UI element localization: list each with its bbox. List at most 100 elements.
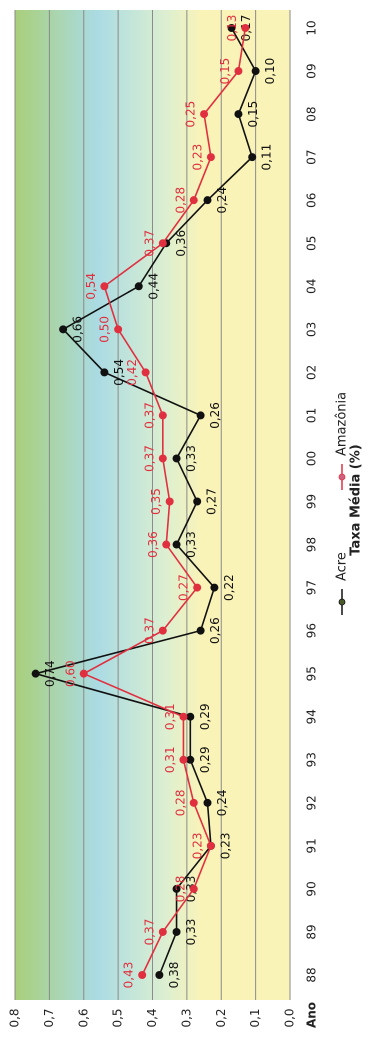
data-label: 0,36 [174,230,188,257]
data-label: 0,10 [263,58,277,85]
x-tick-label: 03 [305,322,319,337]
x-tick-label: 01 [305,408,319,423]
legend-marker [338,473,346,481]
data-label: 0,36 [146,531,160,558]
data-label: 0,28 [173,187,187,214]
data-label: 0,37 [142,919,156,946]
data-point [179,712,188,721]
data-point [165,497,174,506]
data-label: 0,28 [173,876,187,903]
data-label: 0,25 [184,101,198,128]
data-point [79,669,88,678]
rotated-plot: Ano Taxa Média (%) 0,0 0,1 0,2 0,3 0,4 0,5 0,6… [8,10,364,1028]
data-point [158,927,167,936]
x-tick-label: 90 [305,881,319,896]
data-label: 0,15 [218,58,232,85]
legend-marker [338,598,346,606]
x-tick-label: 06 [305,193,319,208]
data-point [206,841,215,850]
data-label: 0,23 [218,833,232,860]
data-point [59,325,68,334]
x-tick-label: 98 [305,537,319,552]
data-point [189,196,198,205]
data-label: 0,13 [225,15,239,42]
y-tick-label: 0,5 [111,1008,125,1027]
data-point [241,24,250,32]
data-label: 0,54 [112,359,126,386]
data-point [114,325,123,334]
data-label: 0,22 [222,574,236,601]
data-point [189,798,198,807]
data-label: 0,54 [84,273,98,300]
data-point [196,411,205,420]
data-point [100,368,109,377]
data-point [155,971,164,979]
x-tick-label: 02 [305,365,319,380]
data-point [210,583,219,592]
data-label: 0,24 [215,187,229,214]
data-label: 0,37 [142,617,156,644]
x-tick-label: 00 [305,451,319,466]
x-tick-label: 04 [305,279,319,294]
y-tick-label: 0,1 [248,1008,262,1027]
data-label: 0,37 [142,402,156,429]
data-point [134,282,143,291]
data-point [189,884,198,893]
data-label: 0,24 [215,789,229,816]
data-point [203,196,212,205]
data-label: 0,33 [184,445,198,472]
x-tick-label: 09 [305,63,319,78]
data-label: 0,27 [205,488,219,515]
x-tick-label: 05 [305,236,319,251]
data-point [234,110,243,119]
x-tick-label: 10 [305,20,319,35]
legend-label: Amazônia [335,392,350,456]
data-point [158,626,167,635]
data-label: 0,27 [177,574,191,601]
data-point [193,583,202,592]
y-axis-title: Taxa Média (%) [349,444,364,555]
data-point [179,755,188,764]
data-label: 0,23 [190,144,204,171]
data-point [172,884,181,893]
y-tick-label: 0,6 [76,1008,90,1027]
data-point [206,153,215,162]
data-label: 0,60 [63,660,77,687]
data-label: 0,42 [125,359,139,386]
data-label: 0,44 [146,273,160,300]
data-point [100,282,109,291]
x-tick-label: 93 [305,752,319,767]
y-tick-label: 0,3 [179,1008,193,1027]
x-tick-label: 89 [305,924,319,939]
x-tick-label: 91 [305,838,319,853]
data-point [31,669,40,678]
data-label: 0,37 [142,445,156,472]
data-label: 0,23 [190,833,204,860]
data-label: 0,43 [122,962,136,989]
data-label: 0,29 [198,746,212,773]
x-tick-label: 88 [305,967,319,982]
data-point [196,626,205,635]
data-point [193,497,202,506]
data-label: 0,35 [149,488,163,515]
y-tick-label: 0,8 [8,1008,22,1027]
data-point [141,368,150,377]
data-label: 0,26 [208,402,222,429]
data-label: 0,38 [167,962,181,989]
data-point [162,540,171,549]
y-tick-label: 0,7 [42,1008,56,1027]
data-point [172,927,181,936]
data-point [172,454,181,463]
x-tick-label: 96 [305,623,319,638]
data-point [200,110,209,119]
data-point [158,411,167,420]
x-tick-label: 94 [305,709,319,724]
data-label: 0,29 [198,703,212,730]
data-label: 0,33 [184,531,198,558]
x-axis-title: Ano [305,1002,319,1028]
x-tick-label: 99 [305,494,319,509]
data-label: 0,28 [173,789,187,816]
x-tick-label: 97 [305,580,319,595]
data-label: 0,31 [163,746,177,773]
